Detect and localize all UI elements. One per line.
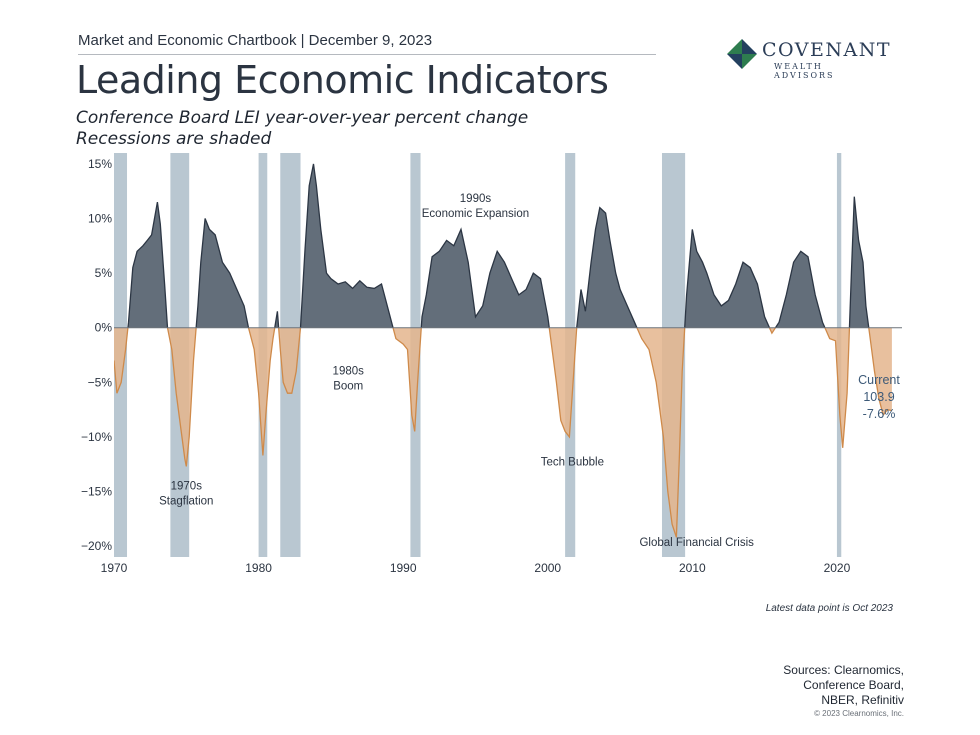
subtitle-line-2: Recessions are shaded	[76, 129, 272, 149]
y-tick-label: −10%	[81, 430, 112, 444]
annotation-label: Tech Bubble	[541, 456, 604, 468]
logo-name: COVENANT	[762, 39, 892, 61]
annotation-label: Global Financial Crisis	[639, 537, 754, 549]
sources-line-3: NBER, Refinitiv	[821, 693, 904, 707]
page-title: Leading Economic Indicators	[76, 58, 609, 102]
header-divider	[78, 54, 656, 55]
x-tick-label: 2020	[824, 561, 851, 575]
chartbook-header: Market and Economic Chartbook | December…	[78, 32, 433, 49]
x-tick-label: 1990	[390, 561, 417, 575]
y-tick-label: −5%	[88, 375, 113, 389]
subtitle-line-1: Conference Board LEI year-over-year perc…	[76, 108, 529, 128]
annotation-label: 1970s	[171, 480, 203, 492]
company-logo: COVENANT WEALTH ADVISORS	[726, 38, 890, 80]
diamond-logo-icon	[727, 39, 757, 69]
logo-tagline: WEALTH ADVISORS	[774, 62, 835, 80]
annotation-label: Economic Expansion	[422, 208, 529, 220]
chart-subtitle: Conference Board LEI year-over-year perc…	[76, 108, 528, 150]
current-label: Current	[858, 373, 900, 387]
x-tick-label: 1980	[245, 561, 272, 575]
y-tick-label: 15%	[88, 157, 112, 171]
copyright: © 2023 Clearnomics, Inc.	[814, 709, 904, 718]
sources-line-1: Sources: Clearnomics,	[783, 663, 904, 677]
positive-area	[127, 163, 869, 328]
annotation-label: Stagflation	[159, 495, 213, 507]
annotation-label: 1980s	[333, 366, 365, 378]
y-tick-label: −15%	[81, 484, 112, 498]
x-tick-label: 2010	[679, 561, 706, 575]
sources-line-2: Conference Board,	[803, 678, 904, 692]
y-tick-label: 0%	[95, 321, 113, 335]
lei-line-positive	[127, 163, 870, 328]
sources: Sources: Clearnomics, Conference Board, …	[700, 663, 904, 708]
y-tick-label: 5%	[95, 266, 113, 280]
x-tick-label: 1970	[101, 561, 128, 575]
negative-area	[114, 327, 892, 538]
current-value: 103.9	[863, 390, 894, 404]
x-tick-label: 2000	[534, 561, 561, 575]
latest-data-note: Latest data point is Oct 2023	[765, 603, 893, 614]
annotation-label: Boom	[333, 381, 363, 393]
annotation-label: 1990s	[460, 193, 492, 205]
y-tick-label: −20%	[81, 539, 112, 553]
current-change: -7.6%	[863, 407, 896, 421]
y-tick-label: 10%	[88, 212, 112, 226]
